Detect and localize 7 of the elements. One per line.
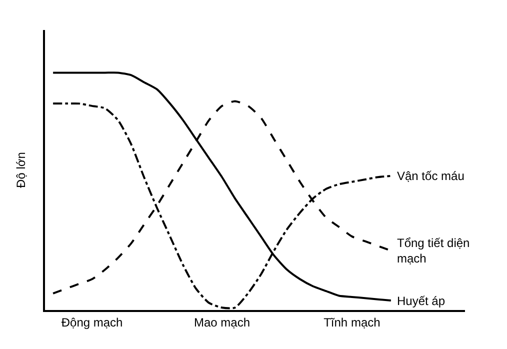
x-tick-label: Mao mạch <box>194 315 250 330</box>
series-label: Vận tốc máu <box>397 169 464 183</box>
series-label: Huyết áp <box>397 294 446 308</box>
y-axis-title: Độ lớn <box>14 152 28 188</box>
series-label: Tổng tiết diện mạch <box>397 236 470 266</box>
x-tick-label: Tĩnh mạch <box>324 315 380 330</box>
x-tick-label: Động mạch <box>61 315 123 330</box>
